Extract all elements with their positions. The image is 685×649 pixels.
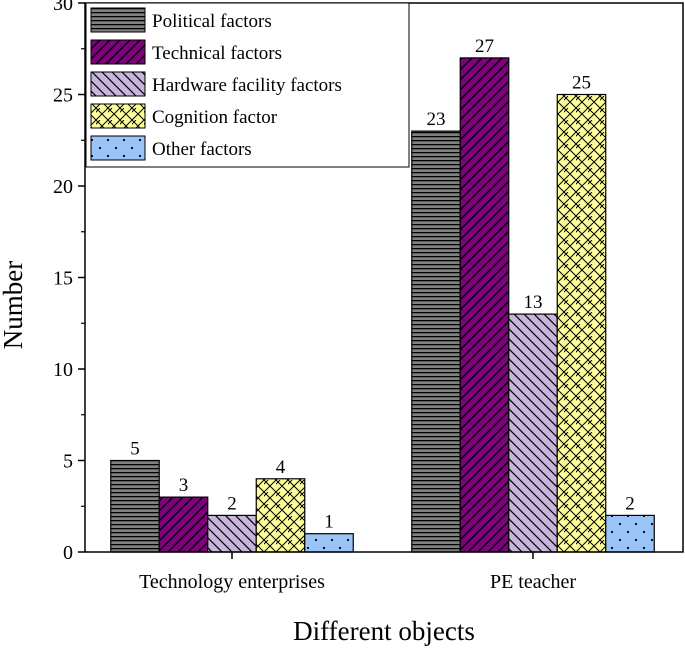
bar-hardware-facility-factors [508, 313, 558, 553]
legend-swatch [90, 71, 146, 97]
bar-political-factors [411, 130, 461, 553]
x-tick-label: PE teacher [490, 571, 576, 593]
bar-value-label: 2 [227, 493, 237, 514]
x-axis-title: Different objects [293, 616, 475, 646]
y-tick-label: 5 [63, 451, 73, 473]
legend-label: Cognition factor [152, 107, 278, 128]
y-tick-label: 25 [53, 85, 73, 107]
bar-political-factors [110, 459, 160, 553]
bar-technical-factors [158, 496, 209, 553]
y-tick-label: 0 [63, 542, 73, 564]
bar-value-label: 13 [524, 292, 543, 313]
legend-swatch [90, 135, 146, 161]
legend-label: Political factors [152, 11, 272, 32]
bar-value-label: 1 [324, 512, 334, 533]
data-labels-layer: 5 3 2 4 1 23 27 13 25 2 [130, 36, 635, 533]
y-tick-label: 10 [53, 359, 73, 381]
y-tick-label: 20 [53, 176, 73, 198]
legend-label: Technical factors [152, 43, 282, 64]
bar-other-factors [605, 514, 655, 553]
bar-value-label: 5 [130, 439, 140, 460]
bar-cognition-factor [556, 93, 607, 553]
bar-other-factors [304, 533, 354, 553]
bar-cognition-factor [255, 478, 306, 553]
legend-label: Other factors [152, 139, 252, 160]
bar-value-label: 27 [475, 36, 494, 57]
y-tick-label: 15 [53, 268, 73, 290]
x-tick-label: Technology enterprises [139, 571, 325, 593]
bar-hardware-facility-factors [207, 514, 257, 553]
legend-swatch [90, 103, 146, 129]
legend-label: Hardware facility factors [152, 75, 342, 96]
bar-technical-factors [459, 57, 510, 553]
legend-swatch [90, 39, 146, 65]
bar-value-label: 4 [276, 457, 286, 478]
y-tick-label: 30 [53, 0, 73, 15]
bar-value-label: 3 [179, 475, 189, 496]
bar-value-label: 25 [572, 73, 591, 94]
bars-layer [110, 57, 655, 553]
y-axis-ticks: 0 5 10 15 20 25 30 [53, 0, 85, 564]
legend: Political factors Technical factors Hardwa… [85, 2, 410, 168]
legend-swatch [90, 7, 146, 33]
bar-value-label: 23 [427, 109, 446, 130]
bar-value-label: 2 [625, 493, 635, 514]
y-axis-title: Number [0, 261, 28, 349]
x-axis-ticks: Technology enterprises PE teacher [139, 552, 576, 593]
